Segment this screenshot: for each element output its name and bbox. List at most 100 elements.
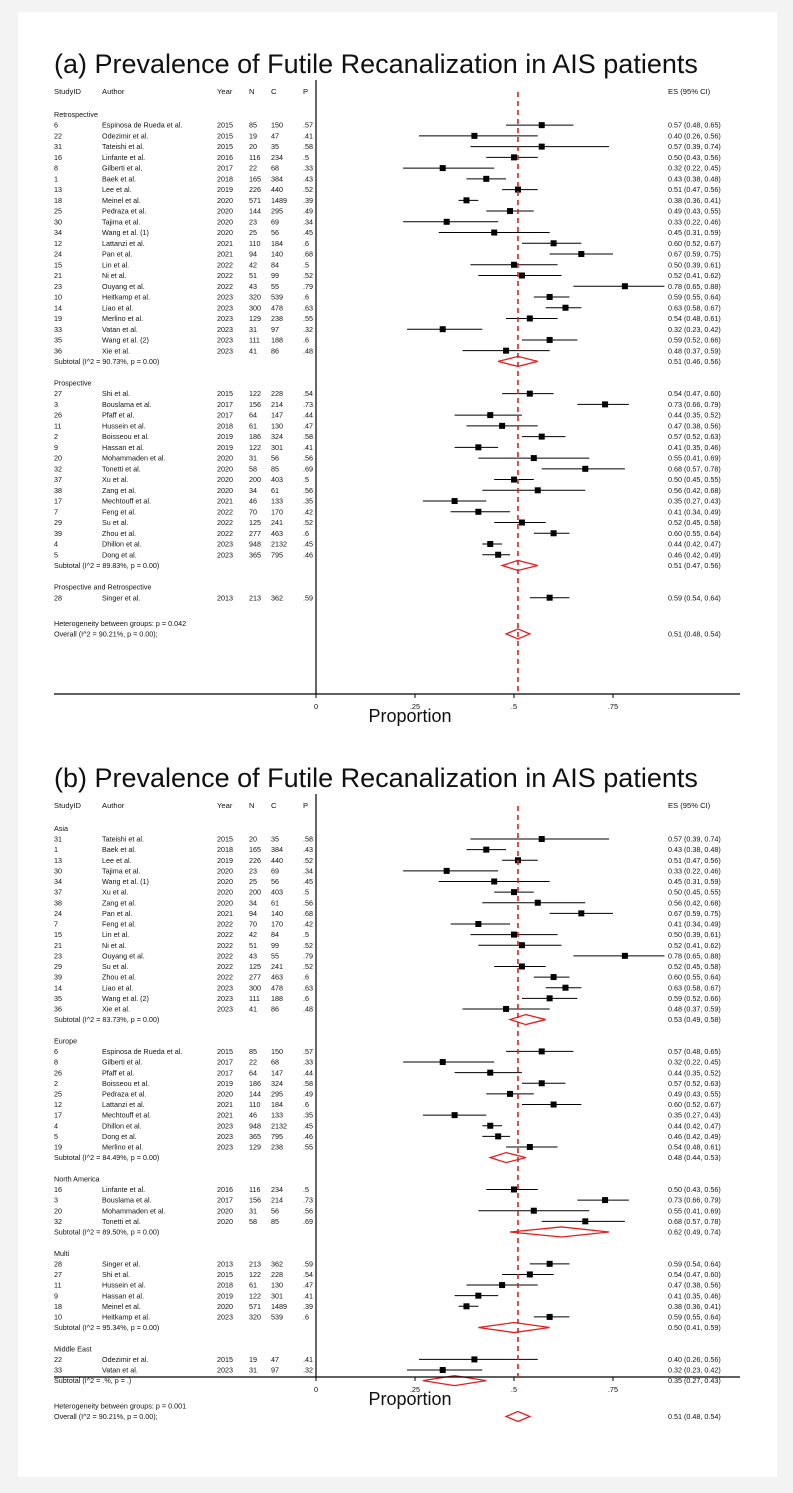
study-es-ci: 0.47 (0.38, 0.56)	[668, 1281, 721, 1290]
study-year: 2020	[217, 228, 233, 237]
point-estimate-marker	[471, 1356, 478, 1363]
study-id: 7	[54, 920, 58, 929]
study-id: 33	[54, 1366, 62, 1375]
study-year: 2022	[217, 282, 233, 291]
study-n: 125	[249, 518, 261, 527]
study-author: Baek et al.	[102, 845, 136, 854]
study-year: 2021	[217, 1100, 233, 1109]
point-estimate-marker	[550, 1101, 557, 1108]
study-year: 2019	[217, 1291, 233, 1300]
column-header-p: P	[303, 87, 308, 96]
subtotal-label: Subtotal (I^2 = .%, p = .)	[54, 1376, 131, 1385]
study-year: 2023	[217, 1143, 233, 1152]
study-n: 110	[249, 239, 260, 248]
study-c: 214	[271, 400, 283, 409]
group-label: Retrospective	[54, 110, 98, 119]
study-id: 23	[54, 951, 62, 960]
study-year: 2015	[217, 389, 233, 398]
study-c: 97	[271, 1366, 279, 1375]
x-tick-label: 0	[314, 702, 318, 711]
study-author: Meinel et al.	[102, 196, 141, 205]
subtotal-es-ci: 0.53 (0.49, 0.58)	[668, 1015, 721, 1024]
study-p: .59	[303, 1259, 313, 1268]
study-author: Dhillon et al.	[102, 1121, 142, 1130]
point-estimate-marker	[439, 165, 446, 172]
study-n: 226	[249, 185, 261, 194]
study-n: 41	[249, 346, 257, 355]
study-year: 2020	[217, 866, 233, 875]
study-id: 17	[54, 497, 62, 506]
study-c: 133	[271, 1111, 283, 1120]
study-c: 147	[271, 411, 283, 420]
study-es-ci: 0.57 (0.39, 0.74)	[668, 142, 721, 151]
study-p: .47	[303, 421, 313, 430]
study-n: 22	[249, 164, 257, 173]
study-es-ci: 0.50 (0.43, 0.56)	[668, 153, 721, 162]
study-c: 140	[271, 250, 283, 259]
study-year: 2016	[217, 1185, 233, 1194]
point-estimate-marker	[526, 390, 533, 397]
study-p: .6	[303, 529, 309, 538]
study-p: .58	[303, 432, 313, 441]
study-n: 571	[249, 196, 261, 205]
point-estimate-marker	[602, 1197, 609, 1204]
study-n: 186	[249, 1079, 261, 1088]
study-p: .32	[303, 325, 313, 334]
study-n: 277	[249, 973, 261, 982]
figure-frame: (a) Prevalence of Futile Recanalization …	[18, 12, 777, 1477]
study-id: 25	[54, 207, 62, 216]
study-es-ci: 0.45 (0.31, 0.59)	[668, 877, 721, 886]
study-p: .52	[303, 941, 313, 950]
study-es-ci: 0.43 (0.38, 0.48)	[668, 845, 721, 854]
study-year: 2019	[217, 856, 233, 865]
study-year: 2017	[217, 1058, 233, 1067]
study-p: .48	[303, 346, 313, 355]
study-id: 19	[54, 314, 62, 323]
study-p: .63	[303, 303, 313, 312]
point-estimate-marker	[518, 519, 525, 526]
study-year: 2023	[217, 336, 233, 345]
study-p: .44	[303, 411, 313, 420]
study-c: 228	[271, 389, 283, 398]
study-year: 2023	[217, 325, 233, 334]
study-c: 85	[271, 1217, 279, 1226]
study-c: 133	[271, 497, 283, 506]
study-c: 795	[271, 1132, 283, 1141]
point-estimate-marker	[503, 1005, 510, 1012]
subtotal-es-ci: 0.51 (0.47, 0.56)	[668, 561, 721, 570]
study-p: .52	[303, 518, 313, 527]
point-estimate-marker	[511, 476, 517, 483]
study-author: Boisseou et al.	[102, 1079, 149, 1088]
column-header-studyid: StudyID	[54, 87, 82, 96]
study-p: .54	[303, 1270, 313, 1279]
study-p: .45	[303, 1121, 313, 1130]
study-n: 122	[249, 1270, 261, 1279]
study-n: 46	[249, 1111, 257, 1120]
study-es-ci: 0.44 (0.42, 0.47)	[668, 1121, 721, 1130]
study-p: .79	[303, 951, 313, 960]
point-estimate-marker	[546, 1313, 553, 1320]
column-header-c: C	[271, 801, 277, 810]
group-label: Middle East	[54, 1344, 92, 1353]
study-author: Mohammaden et al.	[102, 454, 166, 463]
study-c: 170	[271, 920, 283, 929]
point-estimate-marker	[511, 154, 517, 161]
study-es-ci: 0.40 (0.26, 0.56)	[668, 1355, 721, 1364]
group-label: North America	[54, 1174, 100, 1183]
study-n: 19	[249, 131, 257, 140]
study-c: 362	[271, 593, 283, 602]
column-header-n: N	[249, 87, 254, 96]
study-year: 2021	[217, 250, 233, 259]
study-author: Lin et al.	[102, 930, 129, 939]
point-estimate-marker	[578, 910, 585, 917]
study-author: Pedraza et al.	[102, 207, 146, 216]
study-id: 22	[54, 131, 62, 140]
study-n: 31	[249, 1366, 257, 1375]
study-c: 478	[271, 983, 283, 992]
point-estimate-marker	[526, 1144, 533, 1150]
point-estimate-marker	[503, 347, 510, 354]
study-p: .41	[303, 131, 313, 140]
study-year: 2017	[217, 164, 233, 173]
point-estimate-marker	[546, 995, 553, 1002]
study-id: 9	[54, 1291, 58, 1300]
